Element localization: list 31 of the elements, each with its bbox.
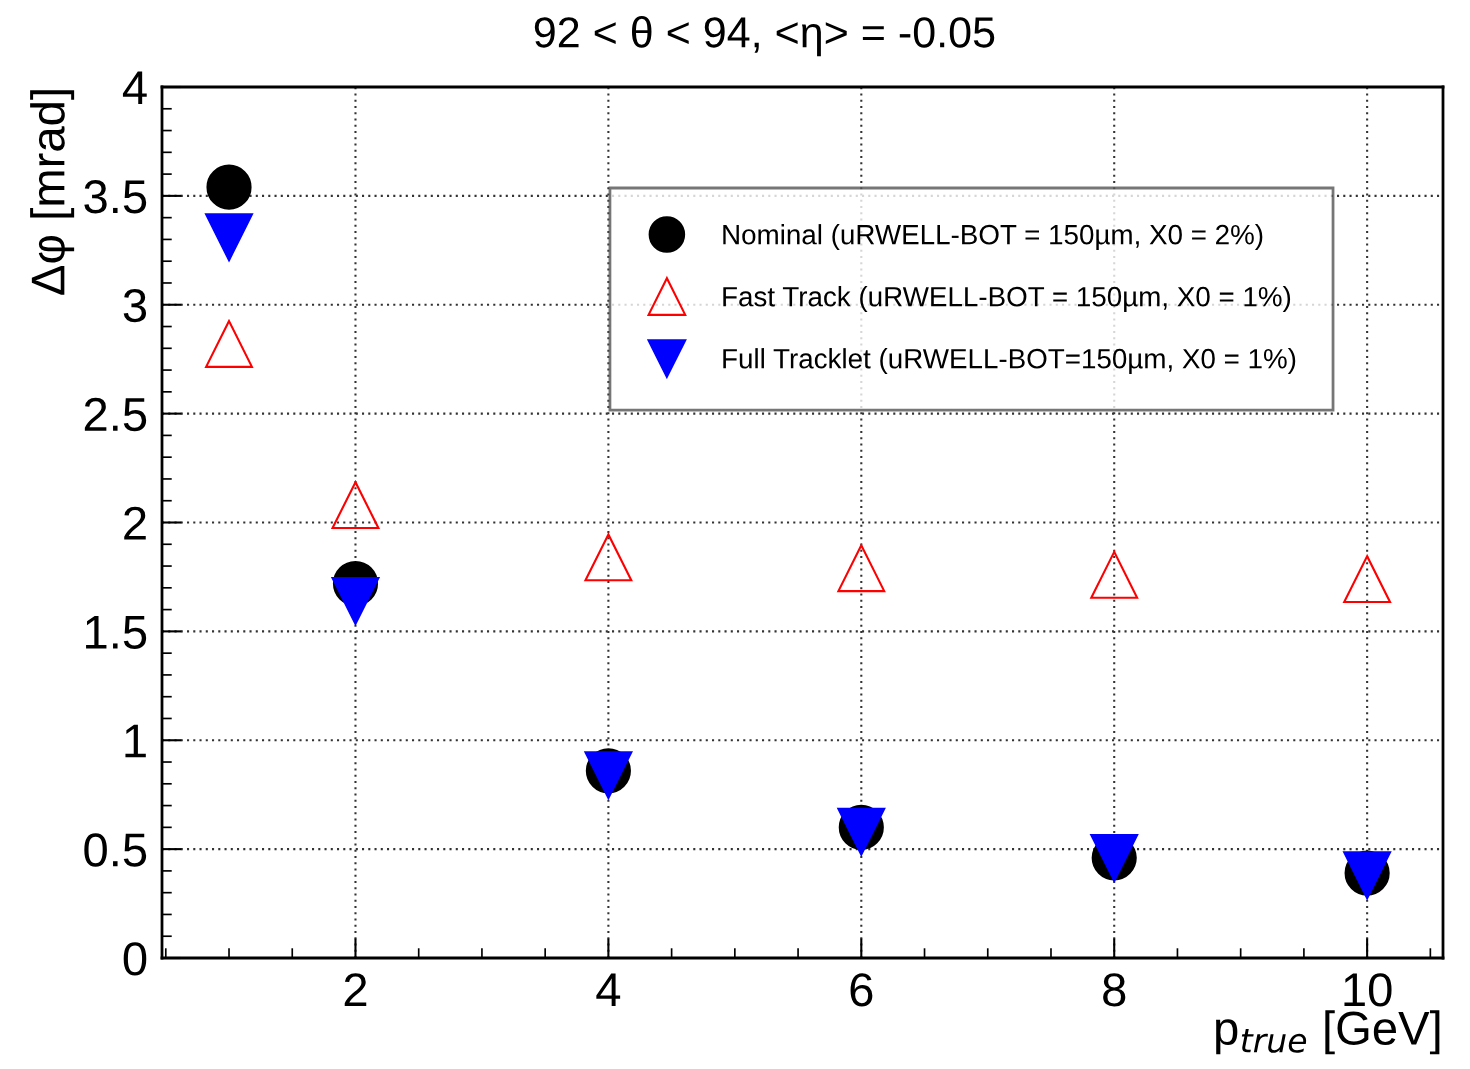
y-tick-label: 3	[123, 288, 147, 323]
legend-label: Nominal (uRWELL-BOT = 150µm, X0 = 2%)	[723, 224, 1263, 250]
point	[837, 544, 886, 593]
point	[331, 481, 380, 530]
y-axis-title: Δφ [mrad]	[30, 90, 75, 295]
y-tick-label: 2.5	[84, 397, 147, 432]
point	[584, 751, 633, 800]
x-tick-label: 6	[850, 973, 873, 1007]
x-tick-label: 4	[596, 973, 621, 1007]
x-axis-title: p$_{true}$ [GeV]	[1216, 1010, 1440, 1055]
legend-label: Full Tracklet (uRWELL-BOT=150µm, X0 = 1%)	[723, 348, 1296, 374]
x-tick-label: 8	[1103, 973, 1126, 1007]
y-tick-label: 1.5	[86, 616, 147, 649]
point	[837, 807, 886, 856]
point	[1343, 555, 1392, 604]
point	[205, 319, 253, 368]
y-tick-label: 3.5	[84, 180, 147, 214]
point	[1090, 550, 1139, 599]
y-tick-label: 4	[122, 71, 147, 105]
y-tick-label: 2	[124, 506, 146, 540]
legend-label: Fast Track (uRWELL-BOT = 150µm, X0 = 1%)	[723, 286, 1291, 312]
y-tick-label: 0.5	[84, 833, 147, 867]
chart-title: 92 < θ < 94, <η> = -0.05	[534, 16, 995, 57]
y-tick-label: 0	[123, 942, 147, 976]
x-tick-label: 2	[344, 973, 367, 1007]
point	[331, 576, 380, 625]
y-tick-label: 1	[125, 724, 146, 758]
point	[206, 164, 252, 210]
point	[584, 533, 633, 582]
x-tick-label: 10	[1344, 973, 1392, 1007]
point	[205, 213, 253, 262]
